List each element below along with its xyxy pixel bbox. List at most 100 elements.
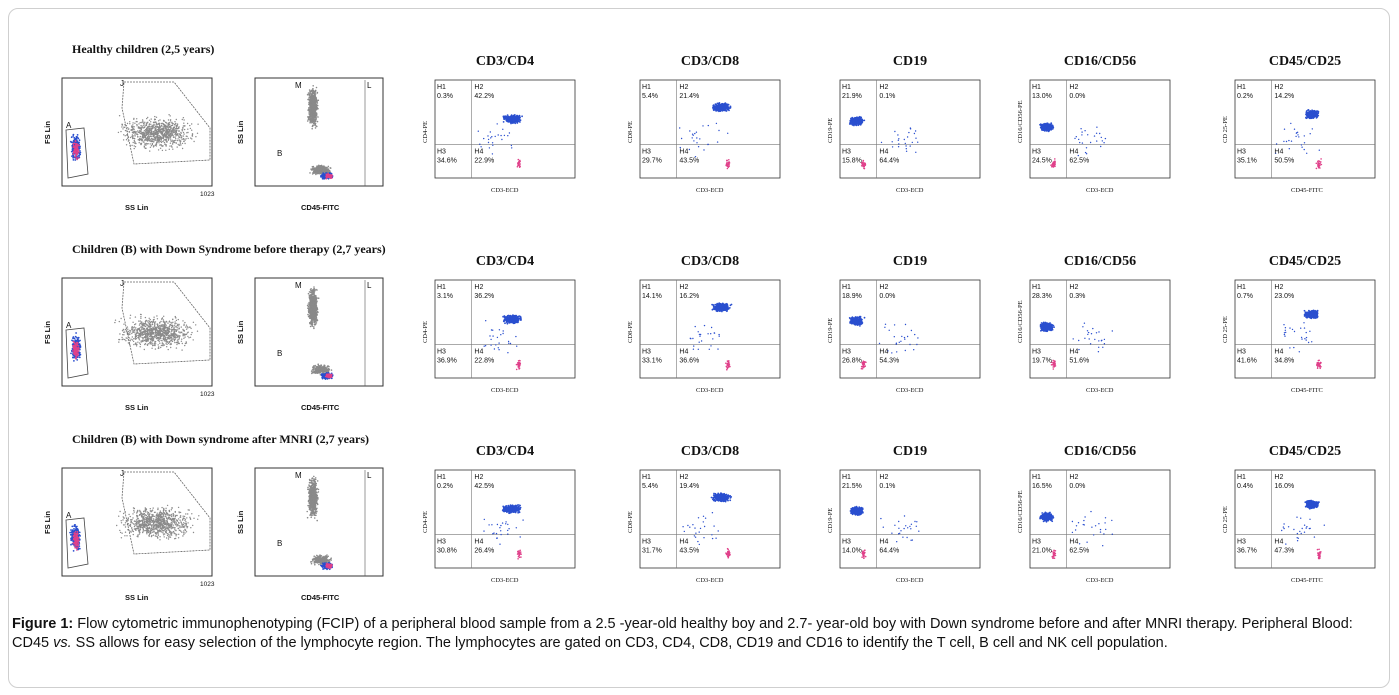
quadrant-label-h4: H4 (474, 149, 483, 156)
quadrant-label-h1: H1 (437, 284, 446, 291)
quadrant-value-h3: 24.5% (1032, 158, 1052, 165)
quadrant-label-h3: H3 (437, 539, 446, 546)
cell-population-secondary (725, 159, 731, 170)
quadrant-label-h3: H3 (1032, 539, 1041, 546)
scatter-noise (1071, 510, 1113, 547)
x-axis-label: CD3-ECD (696, 187, 724, 194)
quadrant-label-h3: H3 (642, 149, 651, 156)
plot-frame (1029, 469, 1171, 569)
quadrant-value-h4: 64.4% (879, 548, 899, 555)
caption-label: Figure 1: (12, 616, 74, 632)
quadrant-value-h2: 16.0% (1274, 483, 1294, 490)
gate-label-j: J (120, 469, 124, 478)
scatter-noise (1074, 126, 1107, 157)
quadrant-label-h3: H3 (642, 349, 651, 356)
gate-a (65, 517, 89, 569)
quadrant-label-h1: H1 (1032, 84, 1041, 91)
plot-title: CD19 (892, 254, 928, 269)
row-title: Children (B) with Down Syndrome before t… (72, 242, 386, 256)
plot-title: CD16/CD56 (1063, 444, 1137, 459)
y-axis-label: SS Lin (236, 320, 245, 344)
cell-population (1305, 109, 1320, 120)
y-axis-label: CD16/CD56-PE (1017, 490, 1024, 533)
granulocyte-cloud (114, 313, 199, 351)
lymphocyte-core (72, 340, 80, 360)
quadrant-label-h2: H2 (474, 474, 483, 481)
plot-frame (254, 467, 384, 577)
quadrant-value-h4: 22.8% (474, 358, 494, 365)
cell-population-secondary (1051, 549, 1057, 559)
cell-population-secondary (1316, 548, 1322, 560)
plot-frame (1234, 279, 1376, 379)
quadrant-label-h3: H3 (437, 349, 446, 356)
quadrant-label-h1: H1 (1237, 474, 1246, 481)
quadrant-label-h4: H4 (1069, 149, 1078, 156)
cell-population (848, 315, 866, 327)
gate-label-a: A (66, 121, 72, 130)
gate-label-l: L (367, 471, 372, 480)
quadrant-label-h1: H1 (1032, 284, 1041, 291)
quadrant-label-h3: H3 (642, 539, 651, 546)
quadrant-label-h1: H1 (842, 84, 851, 91)
plot-frame (1029, 279, 1171, 379)
x-axis-label: CD3-ECD (896, 187, 924, 194)
quadrant-value-h3: 30.8% (437, 548, 457, 555)
quadrant-value-h3: 41.6% (1237, 358, 1257, 365)
x-axis-label: CD3-ECD (1086, 577, 1114, 584)
quadrant-label-h2: H2 (679, 474, 688, 481)
quadrant-value-h1: 14.1% (642, 293, 662, 300)
y-axis-label: FS Lin (43, 321, 52, 344)
cell-population-secondary (860, 159, 867, 170)
plot-frame (639, 469, 781, 569)
scatter-noise (880, 127, 919, 153)
quadrant-label-h3: H3 (1237, 349, 1246, 356)
quadrant-value-h4: 62.5% (1069, 548, 1089, 555)
plot-frame (61, 77, 213, 187)
scatter-noise (880, 515, 920, 543)
quadrant-label-h4: H4 (1274, 149, 1283, 156)
quadrant-label-h4: H4 (474, 349, 483, 356)
x-axis-label: CD45-FITC (1291, 577, 1323, 584)
quadrant-value-h2: 0.0% (1069, 483, 1085, 490)
cell-population (1039, 511, 1055, 523)
quadrant-label-h3: H3 (842, 539, 851, 546)
plot-frame (434, 279, 576, 379)
x-axis-label: CD3-ECD (1086, 187, 1114, 194)
cell-population-secondary (1050, 158, 1056, 168)
quadrant-value-h2: 23.0% (1274, 293, 1294, 300)
quadrant-value-h1: 18.9% (842, 293, 862, 300)
quadrant-label-h4: H4 (679, 349, 688, 356)
cell-population (502, 114, 523, 125)
x-axis-label: CD3-ECD (1086, 387, 1114, 394)
cell-population-secondary (725, 360, 731, 371)
gate-label-m: M (295, 81, 302, 90)
gate-j (121, 281, 211, 365)
gate-a (65, 327, 89, 379)
cell-population-secondary (516, 158, 521, 168)
quadrant-value-h2: 0.1% (879, 483, 895, 490)
quadrant-value-h4: 62.5% (1069, 158, 1089, 165)
plot-frame (1234, 469, 1376, 569)
plot-title: CD3/CD8 (680, 54, 740, 69)
y-axis-label: CD 25-PE (1222, 316, 1229, 343)
quadrant-label-h2: H2 (879, 284, 888, 291)
gate-label-b: B (277, 149, 282, 158)
quadrant-value-h3: 19.7% (1032, 358, 1052, 365)
quadrant-label-h4: H4 (1274, 349, 1283, 356)
scatter-noise (1072, 322, 1113, 353)
quadrant-value-h3: 15.8% (842, 158, 862, 165)
plot-title: CD16/CD56 (1063, 54, 1137, 69)
cell-population (710, 492, 733, 503)
plot-frame (61, 277, 213, 387)
y-axis-label: CD19-PE (827, 318, 834, 343)
cell-population (1303, 309, 1319, 320)
caption-vs: vs. (53, 635, 72, 651)
quadrant-label-h2: H2 (1069, 284, 1078, 291)
cell-population-secondary (515, 359, 522, 371)
cell-population-secondary (861, 549, 867, 559)
figure-frame (8, 8, 1390, 688)
quadrant-value-h1: 13.0% (1032, 93, 1052, 100)
x-axis-label: CD3-ECD (491, 187, 519, 194)
lymphocyte-core (324, 373, 333, 379)
scatter-noise (483, 518, 524, 545)
